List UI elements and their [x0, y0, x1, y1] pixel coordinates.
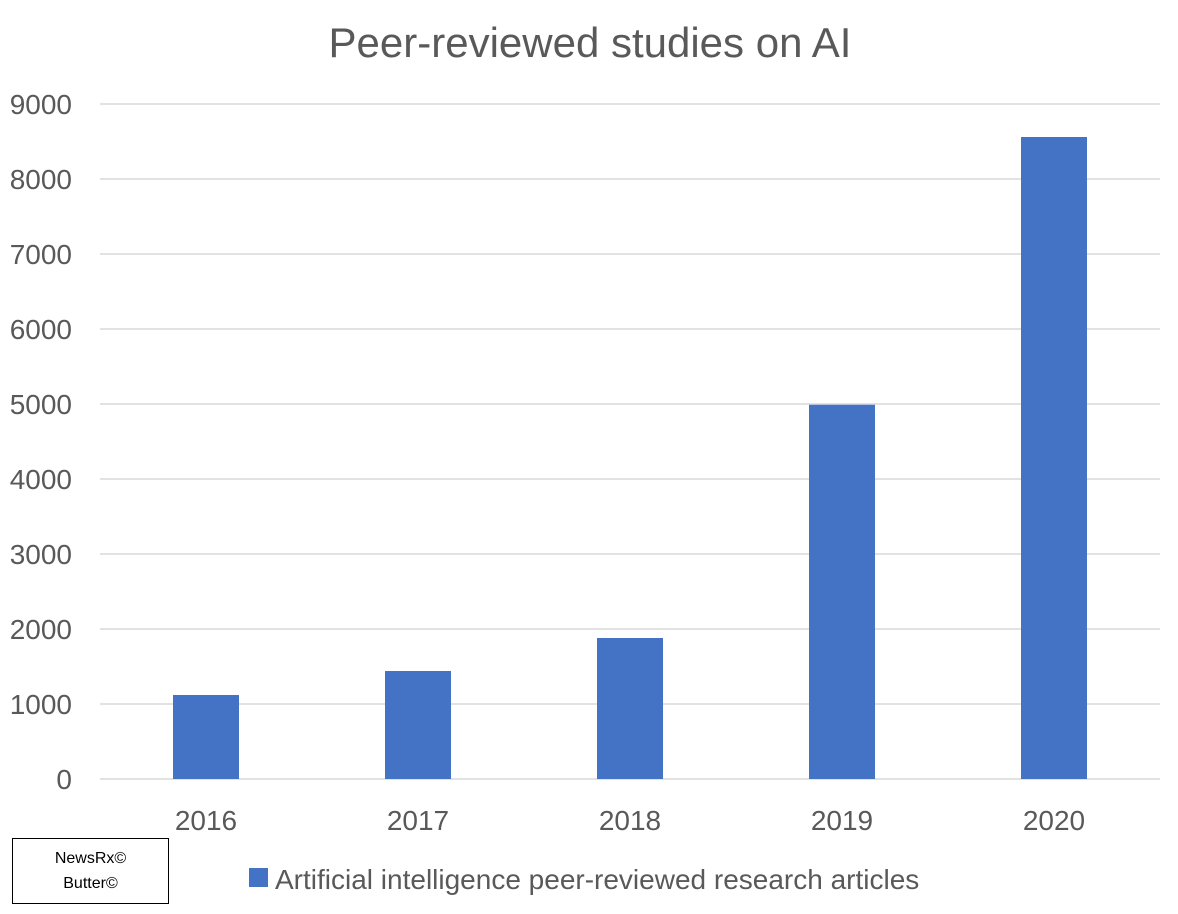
- legend-label: Artificial intelligence peer-reviewed re…: [275, 864, 919, 895]
- bar-2018: [597, 638, 663, 779]
- x-tick-label: 2019: [811, 805, 873, 836]
- bars: [173, 137, 1087, 779]
- bar-2016: [173, 695, 239, 779]
- chart-title: Peer-reviewed studies on AI: [329, 19, 852, 66]
- watermark-box: NewsRx© Butter©: [12, 838, 169, 904]
- y-tick-label: 7000: [10, 239, 72, 270]
- y-tick-label: 9000: [10, 89, 72, 120]
- x-tick-label: 2020: [1023, 805, 1085, 836]
- watermark-line-1: NewsRx©: [54, 850, 127, 867]
- y-axis-tick-labels: 0 1000 2000 3000 4000 5000 6000 7000 8000 9000: [10, 89, 72, 795]
- y-tick-label: 4000: [10, 464, 72, 495]
- x-axis-tick-labels: 2016 2017 2018 2019 2020: [175, 805, 1085, 836]
- y-tick-label: 5000: [10, 389, 72, 420]
- x-tick-label: 2017: [387, 805, 449, 836]
- bar-2019: [809, 404, 875, 779]
- x-tick-label: 2018: [599, 805, 661, 836]
- bar-2020: [1021, 137, 1087, 779]
- y-tick-label: 1000: [10, 689, 72, 720]
- bar-2017: [385, 671, 451, 779]
- y-tick-label: 0: [56, 764, 72, 795]
- y-tick-label: 6000: [10, 314, 72, 345]
- gridlines: [100, 103, 1160, 780]
- watermark-line-2: Butter©: [63, 875, 118, 892]
- legend: Artificial intelligence peer-reviewed re…: [249, 864, 919, 895]
- y-tick-label: 3000: [10, 539, 72, 570]
- x-tick-label: 2016: [175, 805, 237, 836]
- y-tick-label: 2000: [10, 614, 72, 645]
- y-tick-label: 8000: [10, 164, 72, 195]
- legend-swatch: [249, 868, 268, 887]
